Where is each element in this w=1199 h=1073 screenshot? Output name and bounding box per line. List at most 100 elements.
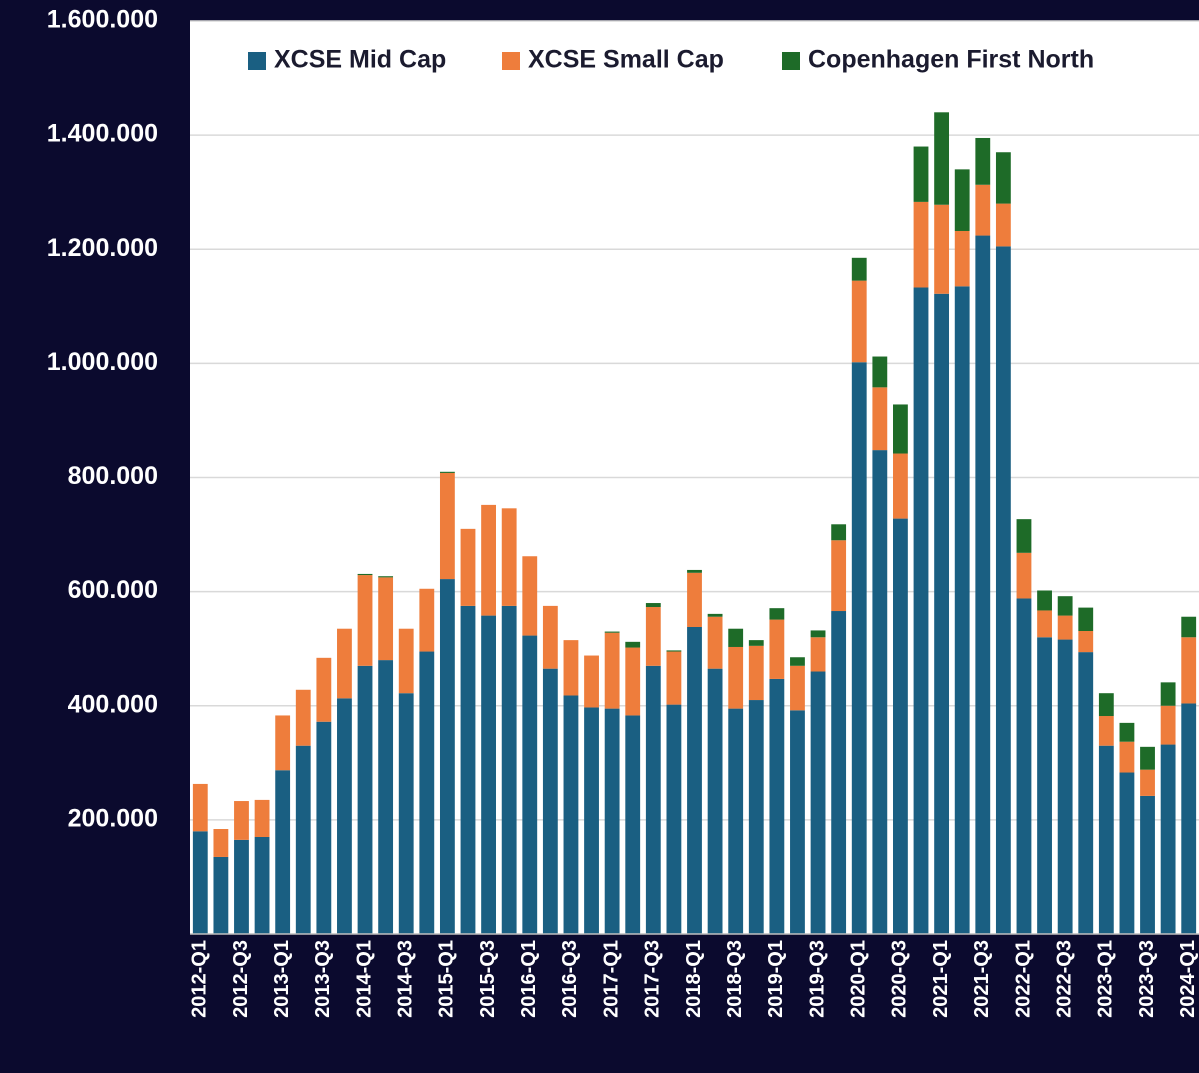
bar-segment [687, 627, 702, 934]
bar-segment [192, 783, 208, 832]
bar-segment [1057, 639, 1073, 934]
bar-segment [378, 577, 394, 661]
legend-label: XCSE Small Cap [528, 46, 724, 74]
bar-segment [295, 689, 311, 746]
x-tick-label: 2021-Q1 [930, 940, 952, 1018]
bar-segment [460, 528, 476, 606]
bar-segment [378, 660, 394, 934]
bar-segment [1160, 705, 1176, 745]
bar-segment [1181, 637, 1197, 704]
bar-segment [769, 678, 785, 934]
y-tick-label: 1.000.000 [47, 348, 158, 376]
x-tick-label: 2019-Q1 [765, 940, 787, 1018]
bar-segment [213, 829, 229, 857]
x-tick-label: 2013-Q3 [312, 940, 334, 1018]
bar-segment [1119, 722, 1135, 742]
bar-segment [748, 645, 764, 701]
y-tick-label: 1.200.000 [47, 234, 158, 262]
bar-segment [1016, 519, 1032, 553]
bar-segment [563, 695, 579, 934]
bar-segment [790, 665, 805, 711]
y-tick-label: 1.400.000 [47, 120, 158, 148]
bar-segment [357, 573, 373, 576]
bar-segment [666, 650, 682, 652]
bar-segment [1160, 682, 1176, 706]
bar-segment [810, 671, 826, 934]
bar-segment [604, 631, 620, 633]
x-tick-label: 2024-Q1 [1177, 940, 1199, 1018]
x-tick-label: 2016-Q1 [518, 940, 540, 1018]
bar-segment [995, 152, 1011, 204]
bar-segment [398, 628, 414, 694]
bar-segment [1078, 607, 1094, 631]
bar-segment [522, 556, 538, 636]
x-tick-label: 2023-Q3 [1136, 940, 1158, 1018]
bar-segment [542, 668, 558, 934]
bar-segment [1140, 795, 1155, 934]
bar-segment [357, 575, 373, 666]
bar-segment [1078, 630, 1094, 653]
x-tick-label: 2014-Q3 [394, 940, 416, 1018]
bar-segment [1181, 616, 1197, 638]
bar-segment [357, 665, 373, 934]
x-tick-label: 2017-Q3 [642, 940, 664, 1018]
bar-segment [254, 836, 270, 934]
x-tick-label: 2023-Q1 [1095, 940, 1117, 1018]
x-tick-label: 2012-Q1 [189, 940, 211, 1018]
bar-segment [316, 721, 332, 934]
bar-segment [934, 293, 950, 934]
x-tick-label: 2020-Q3 [889, 940, 911, 1018]
bar-segment [913, 146, 929, 202]
bar-segment [1037, 590, 1052, 611]
bar-segment [831, 611, 847, 934]
legend-label: XCSE Mid Cap [274, 46, 446, 74]
bar-segment [872, 450, 888, 934]
x-tick-label: 2017-Q1 [600, 940, 622, 1018]
bar-segment [995, 203, 1011, 247]
bar-segment [1078, 652, 1094, 934]
bar-segment [707, 613, 723, 617]
bar-segment [316, 657, 332, 722]
bar-segment [748, 700, 764, 934]
bar-segment [604, 632, 620, 709]
bar-segment [666, 651, 682, 705]
bar-segment [954, 169, 970, 231]
bar-segment [1119, 772, 1135, 934]
bar-segment [748, 640, 764, 646]
bar-segment [481, 504, 496, 616]
bar-segment [913, 201, 929, 288]
bar-segment [481, 615, 496, 934]
bar-segment [275, 770, 291, 934]
bar-segment [1057, 615, 1073, 640]
bar-segment [439, 579, 455, 934]
bar-segment [954, 286, 970, 934]
x-tick-label: 2021-Q3 [971, 940, 993, 1018]
bar-segment [337, 698, 352, 934]
y-tick-label: 800.000 [68, 462, 158, 490]
x-tick-label: 2015-Q3 [477, 940, 499, 1018]
bar-segment [934, 112, 950, 205]
bar-segment [1098, 745, 1114, 934]
bar-segment [872, 387, 888, 451]
bar-segment [893, 404, 908, 454]
legend-swatch [502, 52, 520, 70]
bar-segment [810, 637, 826, 672]
x-tick-label: 2013-Q1 [271, 940, 293, 1018]
bar-segment [378, 576, 394, 578]
bar-segment [975, 235, 991, 934]
bar-segment [542, 605, 558, 669]
bar-segment [254, 799, 270, 837]
y-tick-label: 1.600.000 [47, 6, 158, 34]
y-tick-label: 200.000 [68, 804, 158, 832]
bar-segment [295, 745, 311, 934]
legend-swatch [782, 52, 800, 70]
bar-segment [934, 204, 950, 294]
bar-segment [893, 518, 908, 934]
bar-segment [769, 619, 785, 679]
bar-segment [645, 665, 661, 934]
bar-segment [625, 641, 641, 648]
bar-segment [1140, 746, 1155, 770]
bar-segment [666, 704, 682, 934]
